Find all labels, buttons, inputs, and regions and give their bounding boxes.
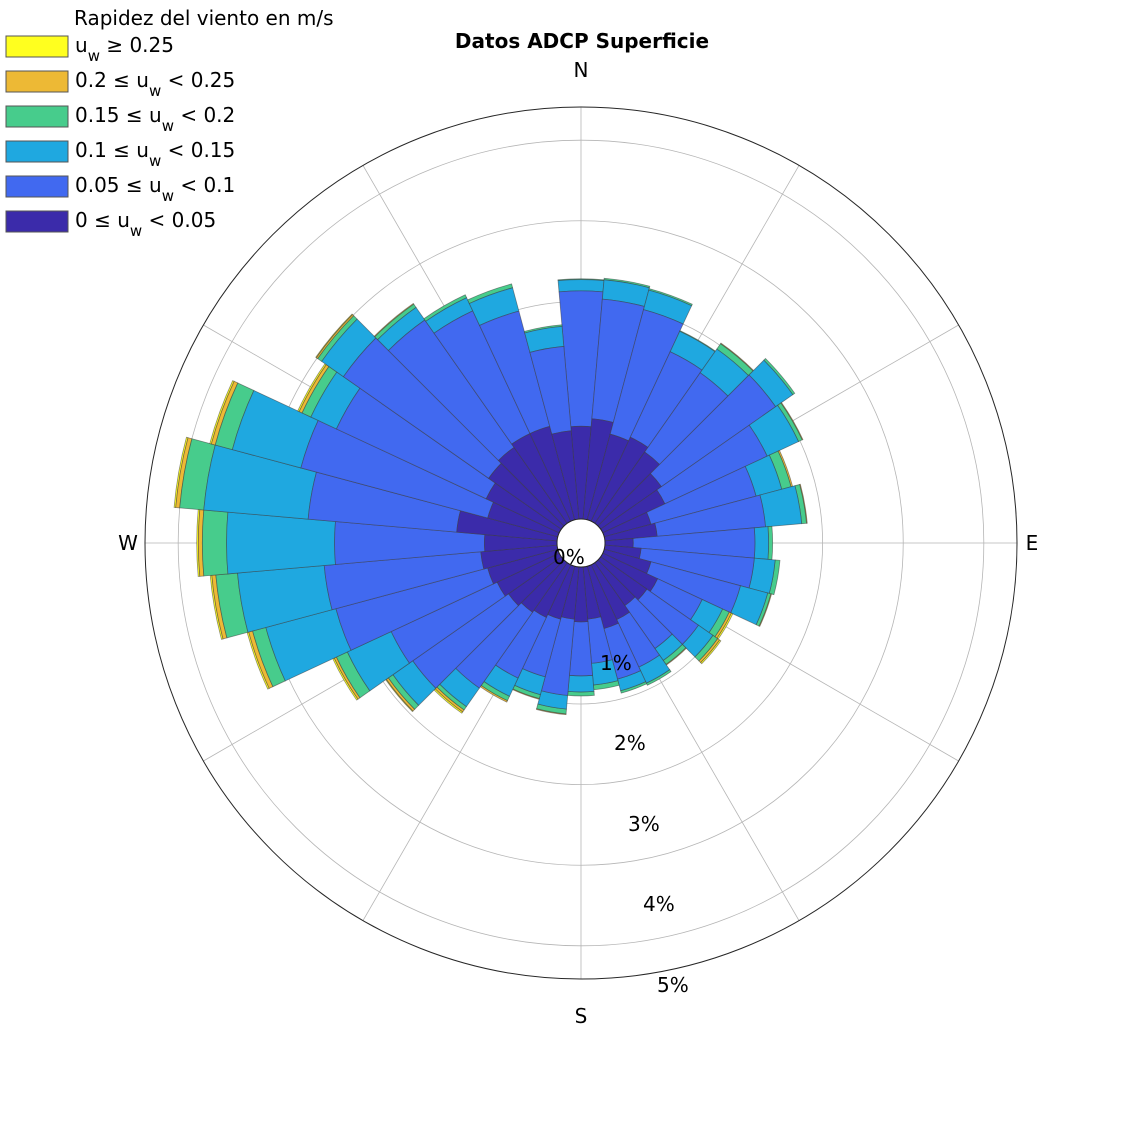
tick-label-3: 3% xyxy=(628,812,660,836)
polar-outer-ring xyxy=(144,106,1018,980)
wedge-segment xyxy=(202,509,229,577)
radial-tick-labels: 0% 1% 2% 3% 4% 5% xyxy=(553,545,689,997)
center-hole xyxy=(556,518,606,568)
tick-label-4: 4% xyxy=(643,892,675,916)
legend-swatch xyxy=(5,35,69,58)
tick-label-0: 0% xyxy=(553,545,585,569)
legend-items: uw ≥ 0.250.2 ≤ uw < 0.250.15 ≤ uw < 0.20… xyxy=(5,33,235,240)
direction-label-north: N xyxy=(574,58,589,82)
legend-label: 0.1 ≤ uw < 0.15 xyxy=(75,138,235,170)
legend: Rapidez del viento en m/s uw ≥ 0.250.2 ≤… xyxy=(5,6,334,240)
wedge-segment xyxy=(567,674,595,693)
tick-label-2: 2% xyxy=(614,731,646,755)
legend-label: 0.05 ≤ uw < 0.1 xyxy=(75,173,235,205)
tick-label-1: 1% xyxy=(600,651,632,675)
legend-label: 0 ≤ uw < 0.05 xyxy=(75,208,216,240)
wedge-segment xyxy=(753,526,770,560)
wedge-segment xyxy=(226,511,336,575)
direction-label-east: E xyxy=(1026,531,1039,555)
legend-swatch xyxy=(5,175,69,198)
legend-label: 0.2 ≤ uw < 0.25 xyxy=(75,68,235,100)
direction-label-south: S xyxy=(575,1004,588,1028)
chart-title: Datos ADCP Superficie xyxy=(455,29,709,53)
legend-swatch xyxy=(5,105,69,128)
wedge-segment xyxy=(557,279,605,293)
tick-label-5: 5% xyxy=(657,973,689,997)
legend-swatch xyxy=(5,140,69,163)
wedges xyxy=(173,277,808,716)
legend-label: 0.15 ≤ uw < 0.2 xyxy=(75,103,235,135)
direction-labels: N E S W xyxy=(118,58,1038,1028)
legend-swatch xyxy=(5,70,69,93)
direction-label-west: W xyxy=(118,531,138,555)
legend-title: Rapidez del viento en m/s xyxy=(74,6,334,30)
legend-label: uw ≥ 0.25 xyxy=(75,33,174,65)
legend-swatch xyxy=(5,210,69,233)
